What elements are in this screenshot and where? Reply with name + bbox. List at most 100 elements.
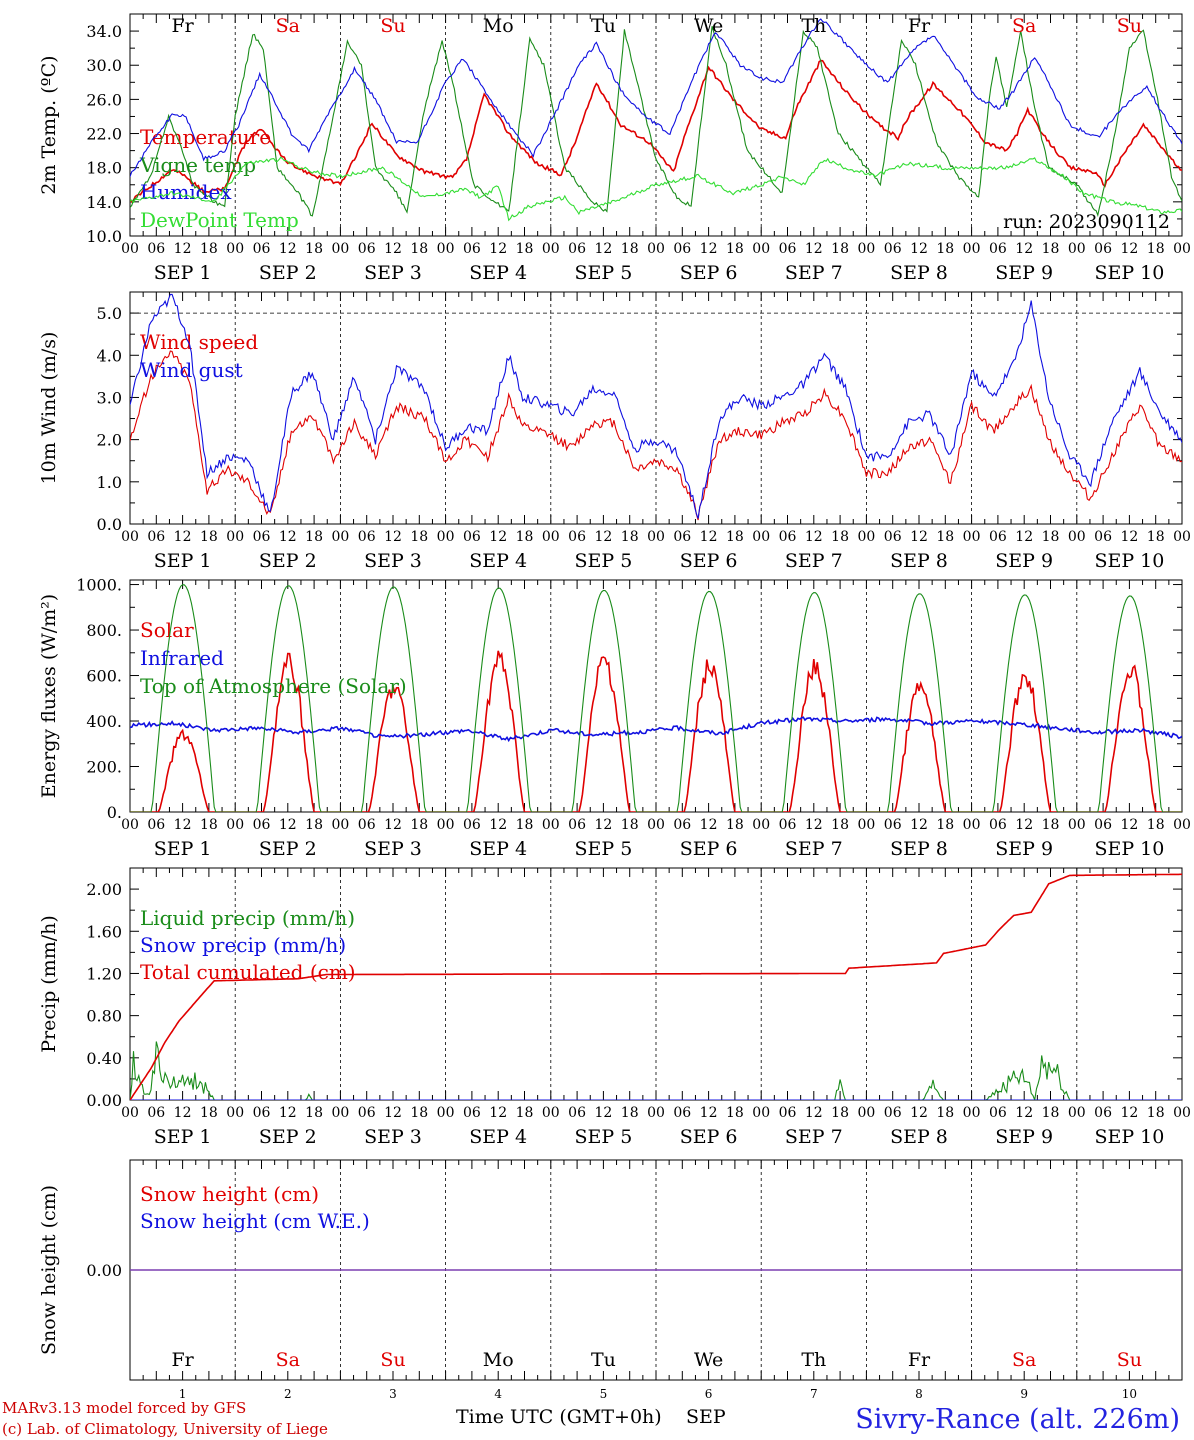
- x-tick-label: 06: [253, 1105, 271, 1121]
- y-tick-label: 4.0: [97, 346, 122, 365]
- x-tick-label: 00: [857, 1105, 875, 1121]
- y-tick-label: 1000.: [76, 576, 122, 595]
- x-tick-label: 00: [542, 529, 560, 545]
- x-tick-label: 06: [989, 817, 1007, 833]
- x-tick-label: 00: [226, 529, 244, 545]
- series-line: [130, 650, 1182, 812]
- x-tick-label: 06: [673, 1105, 691, 1121]
- y-axis-label: Snow height (cm): [38, 1185, 60, 1355]
- day-abbr-bottom: Su: [380, 1349, 405, 1371]
- x-tick-label: 00: [331, 817, 349, 833]
- x-tick-label: 06: [673, 241, 691, 257]
- x-tick-label: 12: [1015, 529, 1033, 545]
- x-tick-label: 18: [831, 241, 849, 257]
- x-tick-label: 00: [752, 1105, 770, 1121]
- x-tick-label: 00: [331, 241, 349, 257]
- x-tick-label: 12: [279, 1105, 297, 1121]
- x-tick-label: 06: [1094, 529, 1112, 545]
- x-tick-label: 18: [200, 529, 218, 545]
- x-tick-label: 18: [410, 529, 428, 545]
- month-label: SEP: [686, 1406, 726, 1428]
- x-tick-label: 06: [1094, 817, 1112, 833]
- day-abbr-bottom: We: [694, 1349, 723, 1371]
- date-label: SEP 8: [890, 262, 948, 284]
- x-tick-label: 06: [358, 529, 376, 545]
- x-tick-label: 06: [358, 1105, 376, 1121]
- x-tick-label: 12: [384, 529, 402, 545]
- x-tick-label: 18: [936, 817, 954, 833]
- x-tick-label: 00: [437, 241, 455, 257]
- y-axis-label: 2m Temp. (ºC): [38, 55, 60, 194]
- x-tick-label: 18: [516, 529, 534, 545]
- date-label: SEP 6: [680, 1126, 738, 1148]
- date-label: SEP 7: [785, 1126, 843, 1148]
- legend-entry: Vigne temp: [139, 153, 256, 177]
- x-tick-label: 06: [568, 1105, 586, 1121]
- x-tick-label: 00: [437, 529, 455, 545]
- x-tick-label: 12: [489, 1105, 507, 1121]
- series-line: [130, 26, 1182, 218]
- x-tick-label: 00: [226, 241, 244, 257]
- x-tick-label: 12: [805, 529, 823, 545]
- day-number: 5: [600, 1387, 608, 1401]
- x-tick-label: 12: [384, 1105, 402, 1121]
- x-tick-label: 00: [542, 817, 560, 833]
- x-tick-label: 18: [1042, 1105, 1060, 1121]
- day-number: 1: [179, 1387, 187, 1401]
- y-tick-label: 22.0: [86, 125, 122, 144]
- x-tick-label: 12: [489, 241, 507, 257]
- x-tick-label: 06: [884, 241, 902, 257]
- x-tick-label: 12: [1120, 241, 1138, 257]
- legend-entry: Top of Atmosphere (Solar): [140, 674, 407, 698]
- y-tick-label: 14.0: [86, 193, 122, 212]
- x-tick-label: 06: [463, 1105, 481, 1121]
- x-tick-label: 00: [121, 529, 139, 545]
- x-tick-label: 00: [752, 529, 770, 545]
- x-tick-label: 18: [831, 1105, 849, 1121]
- series-line: [130, 59, 1182, 203]
- x-tick-label: 12: [174, 529, 192, 545]
- panel-2: 00 06 12 18 00 06 12 18 00 06 12 18 00 06 12 18 00 06 12 18…: [38, 291, 1191, 572]
- legend-entry: Humidex: [140, 180, 232, 204]
- x-tick-label: 12: [384, 241, 402, 257]
- x-tick-label: 18: [516, 241, 534, 257]
- x-tick-label: 18: [516, 1105, 534, 1121]
- y-tick-label: 30.0: [86, 56, 122, 75]
- x-tick-label: 12: [910, 241, 928, 257]
- y-axis-label: 10m Wind (m/s): [38, 332, 60, 485]
- site-label: Sivry-Rance (alt. 226m): [855, 1404, 1180, 1435]
- x-tick-label: 18: [621, 817, 639, 833]
- y-axis-label: Energy fluxes (W/m²): [38, 594, 60, 798]
- x-tick-label: 18: [200, 1105, 218, 1121]
- legend-entry: Total cumulated (cm): [140, 960, 356, 984]
- day-abbr-bottom: Mo: [483, 1349, 514, 1371]
- x-tick-label: 12: [805, 817, 823, 833]
- x-tick-label: 00: [437, 817, 455, 833]
- x-tick-label: 00: [963, 529, 981, 545]
- x-tick-label: 06: [568, 241, 586, 257]
- date-label: SEP 10: [1094, 1126, 1164, 1148]
- day-abbr-top: Fr: [908, 15, 931, 37]
- x-tick-label: 18: [1042, 817, 1060, 833]
- x-tick-label: 18: [1042, 241, 1060, 257]
- x-tick-label: 12: [1120, 529, 1138, 545]
- x-tick-label: 06: [147, 529, 165, 545]
- legend-entry: Liquid precip (mm/h): [140, 906, 355, 930]
- series-line: [130, 18, 1182, 177]
- x-tick-label: 18: [1042, 529, 1060, 545]
- x-tick-label: 18: [410, 1105, 428, 1121]
- y-tick-label: 26.0: [86, 90, 122, 109]
- y-tick-label: 2.0: [97, 431, 122, 450]
- panel-1: 00 06 12 18 00 06 12 18 00 06 12 18 00 06 12 18 00 06 12 18…: [38, 13, 1191, 284]
- x-tick-label: 00: [226, 1105, 244, 1121]
- day-abbr-top: Th: [801, 15, 826, 37]
- x-tick-label: 00: [647, 817, 665, 833]
- x-tick-label: 00: [121, 817, 139, 833]
- date-label: SEP 1: [154, 838, 212, 860]
- x-tick-label: 18: [831, 817, 849, 833]
- y-tick-label: 1.0: [97, 473, 122, 492]
- date-label: SEP 2: [259, 838, 317, 860]
- date-label: SEP 4: [469, 550, 527, 572]
- x-tick-label: 00: [963, 241, 981, 257]
- x-tick-label: 06: [147, 1105, 165, 1121]
